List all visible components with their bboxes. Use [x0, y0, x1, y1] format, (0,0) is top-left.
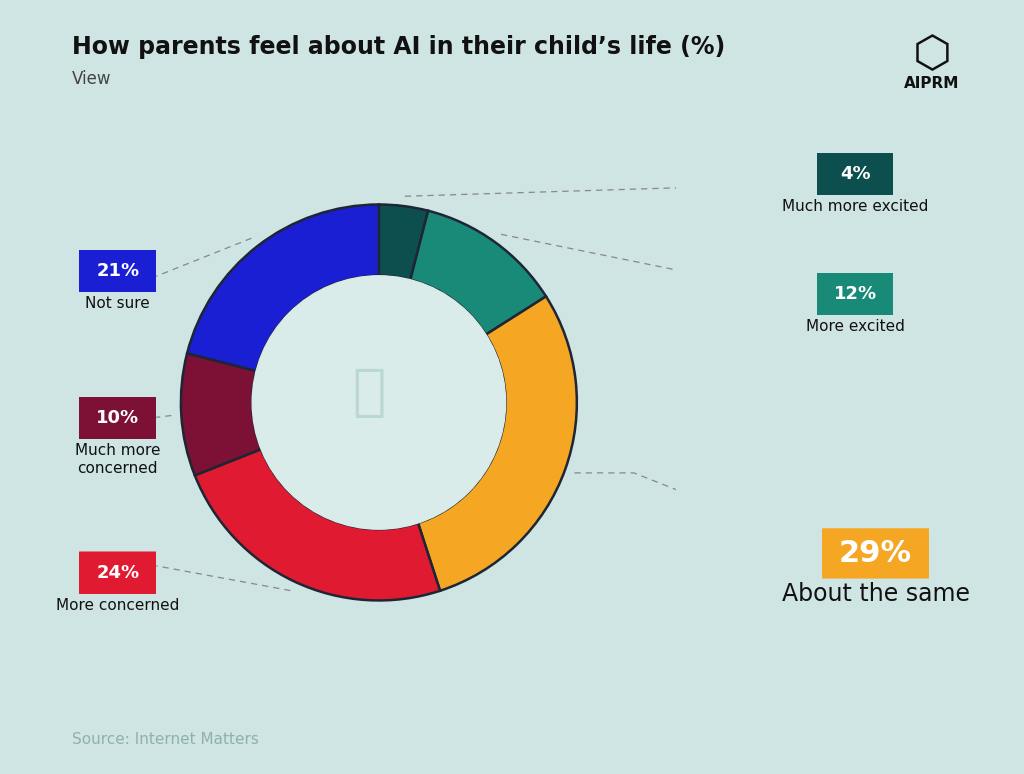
Text: 4%: 4% — [840, 165, 870, 183]
Text: Source: Internet Matters: Source: Internet Matters — [72, 732, 258, 747]
Text: 10%: 10% — [96, 409, 139, 427]
Text: How parents feel about AI in their child’s life (%): How parents feel about AI in their child… — [72, 35, 725, 59]
Wedge shape — [187, 204, 379, 371]
FancyBboxPatch shape — [818, 529, 933, 579]
FancyBboxPatch shape — [814, 152, 896, 195]
Text: 21%: 21% — [96, 262, 139, 280]
Text: More concerned: More concerned — [56, 598, 179, 613]
Text: About the same: About the same — [781, 583, 970, 607]
Text: Not sure: Not sure — [85, 296, 151, 311]
Text: 24%: 24% — [96, 563, 139, 582]
Circle shape — [252, 276, 506, 529]
Text: Much more excited: Much more excited — [782, 199, 928, 214]
Text: 12%: 12% — [834, 285, 877, 303]
FancyBboxPatch shape — [814, 272, 896, 316]
Text: 29%: 29% — [839, 539, 912, 568]
Wedge shape — [181, 353, 261, 475]
Text: Much more
concerned: Much more concerned — [75, 443, 161, 475]
Wedge shape — [411, 211, 546, 334]
Text: ⬡: ⬡ — [912, 33, 951, 77]
FancyBboxPatch shape — [77, 396, 159, 440]
Text: ●: ● — [306, 321, 452, 484]
Wedge shape — [418, 296, 577, 591]
FancyBboxPatch shape — [77, 249, 159, 292]
FancyBboxPatch shape — [77, 551, 159, 594]
Wedge shape — [195, 449, 440, 601]
Text: More excited: More excited — [806, 319, 904, 334]
Text: 🧠: 🧠 — [352, 365, 386, 420]
Wedge shape — [379, 204, 428, 279]
Text: AIPRM: AIPRM — [904, 76, 959, 91]
Text: View: View — [72, 70, 112, 87]
